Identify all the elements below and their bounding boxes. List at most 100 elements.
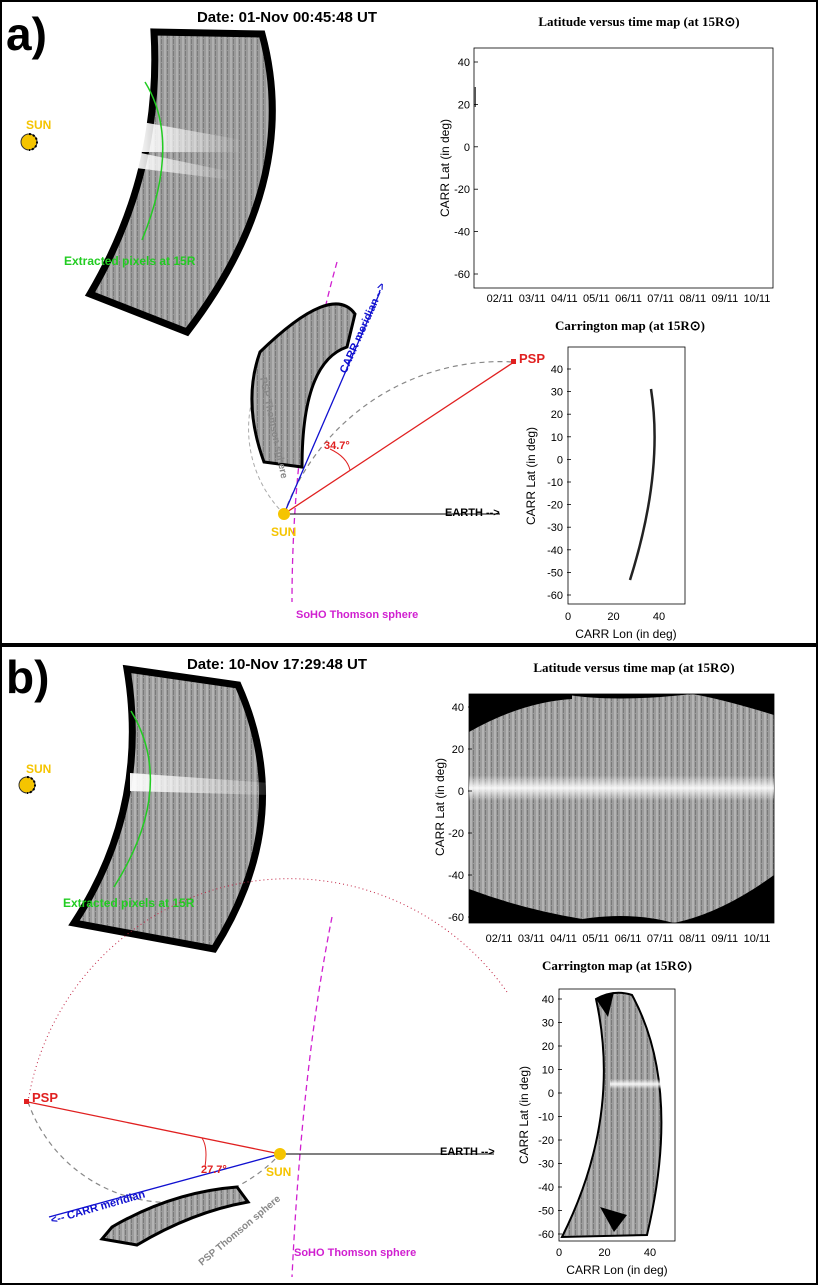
x-tick-label: 04/11	[551, 293, 578, 305]
angle-arc	[329, 448, 351, 471]
x-tick-label: 09/11	[711, 933, 738, 945]
sun-label: SUN	[26, 762, 51, 776]
y-tick-label: -20	[538, 1135, 554, 1147]
x-tick-label: 40	[653, 611, 665, 623]
x-tick-label: 20	[598, 1247, 610, 1259]
y-tick-label: 0	[557, 454, 563, 466]
x-tick-label: 06/11	[615, 933, 642, 945]
y-tick-label: -40	[547, 545, 563, 557]
y-tick-label: -60	[448, 912, 464, 924]
sun-psp-line	[27, 1101, 281, 1155]
y-tick-label: -10	[538, 1112, 554, 1124]
extracted-pixels-label: Extracted pixels at 15R	[64, 254, 196, 268]
lat-time-axes	[468, 693, 775, 924]
earth-label: EARTH -->	[440, 1146, 495, 1158]
psp-label: PSP	[32, 1090, 58, 1105]
x-tick-label: 03/11	[518, 933, 545, 945]
sun-psp-line	[283, 361, 515, 515]
psp-marker-icon	[24, 1099, 29, 1104]
carrington-map: Carrington map (at 15R⊙) 40 30 20 10 0 -10 -20…	[517, 958, 692, 1277]
wispr-image	[84, 28, 276, 337]
y-tick-label: -20	[454, 184, 470, 196]
wispr-image	[68, 664, 270, 953]
y-tick-label: -10	[547, 477, 563, 489]
x-tick-label: 02/11	[487, 293, 514, 305]
y-tick-label: 0	[464, 142, 470, 154]
x-tick-label: 0	[565, 611, 571, 623]
x-tick-label: 07/11	[647, 933, 674, 945]
y-tick-label: 30	[551, 387, 563, 399]
soho-thomson-label: SoHO Thomson sphere	[296, 609, 418, 621]
y-tick-label: 0	[458, 786, 464, 798]
x-tick-label: 03/11	[519, 293, 546, 305]
y-tick-label: -60	[547, 590, 563, 602]
soho-thomson-sphere	[291, 916, 333, 1278]
y-tick-label: 0	[548, 1088, 554, 1100]
x-tick-label: 04/11	[550, 933, 577, 945]
x-tick-label: 20	[607, 611, 619, 623]
remapped-image	[250, 302, 357, 469]
carrington-image	[560, 991, 663, 1239]
y-tick-label: -30	[547, 522, 563, 534]
carrington-map: Carrington map (at 15R⊙) 40 30 20 10 0 -10 -20…	[524, 318, 705, 641]
x-tick-label: 08/11	[679, 293, 706, 305]
y-tick-label: 30	[542, 1018, 554, 1030]
angle-label: 27.7°	[201, 1164, 227, 1176]
carr-meridian-line	[48, 1153, 281, 1218]
psp-label: PSP	[519, 351, 545, 366]
lat-time-map: Latitude versus time map (at 15R⊙) 40 20 0…	[438, 14, 774, 305]
x-tick-label: 05/11	[583, 293, 610, 305]
sun-orbit-label: SUN	[266, 1165, 291, 1179]
y-tick-label: 20	[452, 744, 464, 756]
soho-thomson-label: SoHO Thomson sphere	[294, 1247, 416, 1259]
y-tick-label: 40	[542, 994, 554, 1006]
y-tick-label: 40	[458, 57, 470, 69]
lat-time-axes	[473, 47, 774, 289]
psp-marker-icon	[511, 359, 516, 364]
psp-thomson-circle	[27, 1101, 281, 1204]
carrington-ylabel: CARR Lat (in deg)	[524, 427, 538, 525]
y-tick-label: -30	[538, 1159, 554, 1171]
y-tick-label: 20	[458, 99, 470, 111]
panel-a-figure: a) Date: 01-Nov 00:45:48 UT SUN Extracte…	[6, 8, 774, 641]
angle-label: 34.7°	[324, 440, 350, 452]
sun-label: SUN	[26, 118, 51, 132]
carrington-axes	[567, 346, 686, 605]
y-tick-label: 20	[542, 1041, 554, 1053]
carrington-title: Carrington map (at 15R⊙)	[555, 318, 705, 333]
lat-time-ylabel: CARR Lat (in deg)	[438, 119, 452, 217]
y-tick-label: 20	[551, 409, 563, 421]
earth-label: EARTH -->	[445, 507, 500, 519]
carrington-title: Carrington map (at 15R⊙)	[542, 958, 692, 973]
x-tick-label: 06/11	[615, 293, 642, 305]
y-tick-label: -20	[448, 828, 464, 840]
x-tick-label: 05/11	[582, 933, 609, 945]
y-tick-label: -50	[547, 567, 563, 579]
carrington-xlabel: CARR Lon (in deg)	[575, 627, 676, 641]
panel-a: a) Date: 01-Nov 00:45:48 UT SUN Extracte…	[0, 0, 818, 645]
y-tick-label: -60	[538, 1229, 554, 1241]
y-tick-label: -20	[547, 500, 563, 512]
x-tick-label: 40	[644, 1247, 656, 1259]
sun-marker-icon	[274, 1148, 286, 1160]
y-tick-label: 40	[452, 702, 464, 714]
y-tick-label: 10	[542, 1065, 554, 1077]
lat-time-title: Latitude versus time map (at 15R⊙)	[533, 660, 734, 675]
angle-arc	[201, 1137, 207, 1168]
x-tick-label: 02/11	[486, 933, 513, 945]
orbit-diagram	[248, 261, 516, 603]
date-title: Date: 10-Nov 17:29:48 UT	[187, 656, 367, 673]
remapped-image	[99, 1185, 251, 1247]
panel-label: a)	[6, 8, 47, 60]
carrington-ylabel: CARR Lat (in deg)	[517, 1066, 531, 1164]
carrington-trace	[628, 388, 656, 581]
x-tick-label: 10/11	[744, 293, 771, 305]
x-tick-label: 07/11	[647, 293, 674, 305]
psp-orbit-circle	[283, 361, 515, 515]
y-tick-label: -60	[454, 269, 470, 281]
lat-time-title: Latitude versus time map (at 15R⊙)	[538, 14, 739, 29]
x-tick-label: 09/11	[712, 293, 739, 305]
orbit-diagram	[24, 878, 508, 1278]
y-tick-label: 40	[551, 364, 563, 376]
panel-b-figure: b) Date: 10-Nov 17:29:48 UT SUN Extracte…	[6, 651, 775, 1278]
